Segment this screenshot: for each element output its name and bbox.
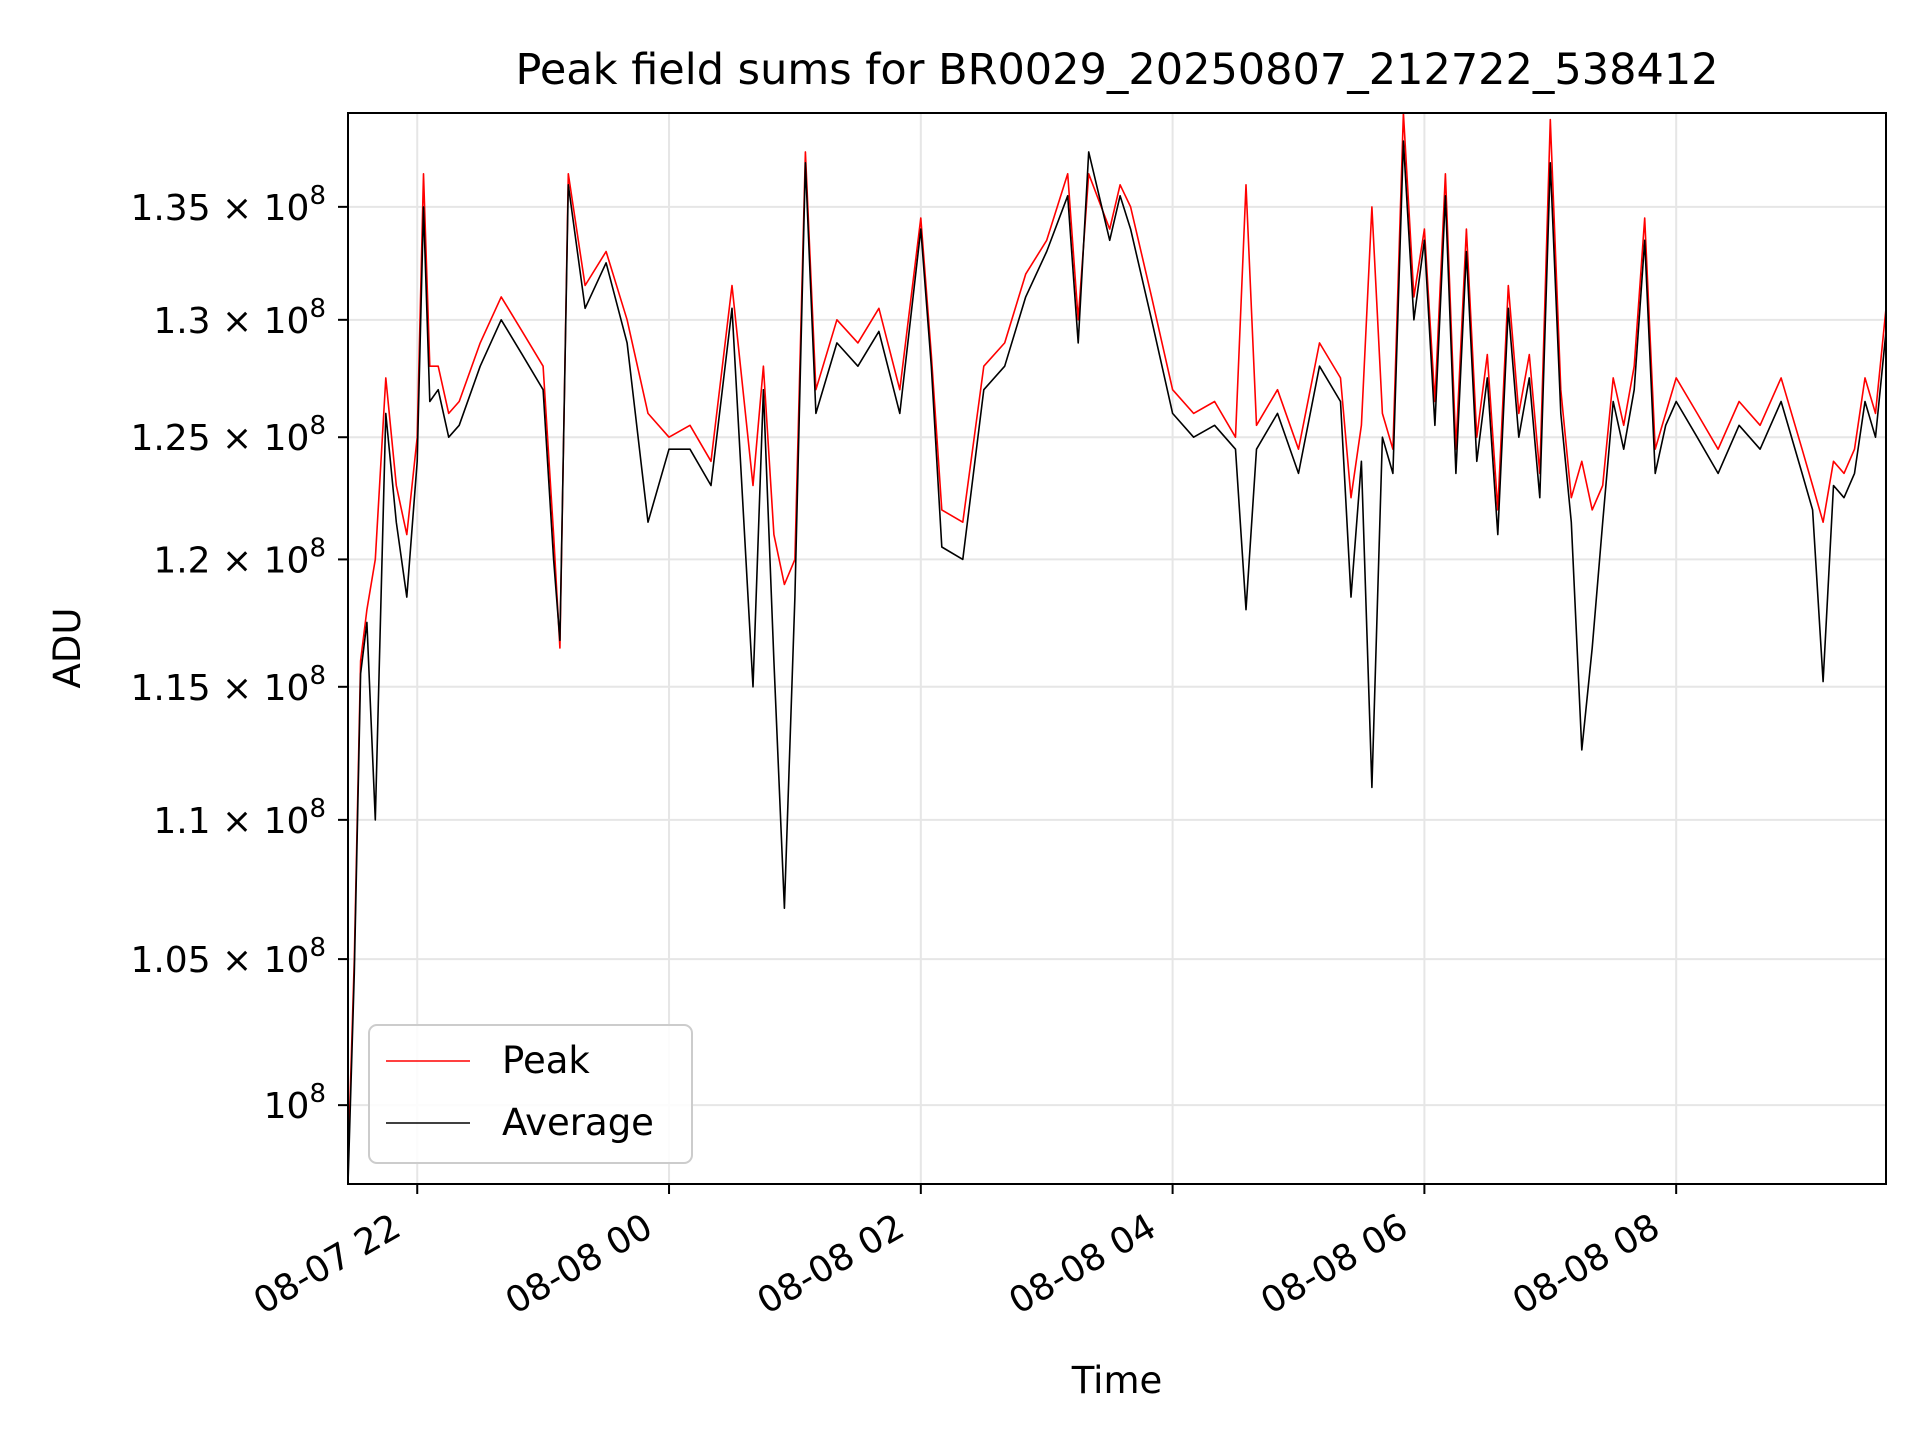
y-tick-label: 1.3 × 108 bbox=[153, 294, 326, 342]
y-axis-label: ADU bbox=[46, 608, 89, 689]
y-tick-label: 1.25 × 108 bbox=[130, 411, 326, 459]
y-tick-label: 1.2 × 108 bbox=[153, 533, 326, 581]
y-axis-ticks: 108 1.05 × 108 1.1 × 108 1.15 × 108 1.2 × 10… bbox=[130, 181, 348, 1127]
y-tick-label: 1.1 × 108 bbox=[153, 794, 326, 842]
plot-frame bbox=[347, 112, 1887, 1185]
legend: Peak Average bbox=[368, 1024, 693, 1164]
legend-label-average: Average bbox=[502, 1101, 654, 1144]
series-line-average bbox=[348, 140, 1886, 1184]
y-tick-label: 1.35 × 108 bbox=[130, 181, 326, 229]
x-axis-label: Time bbox=[1071, 1359, 1163, 1402]
y-tick-label: 1.15 × 108 bbox=[130, 661, 326, 709]
legend-label-peak: Peak bbox=[502, 1039, 590, 1082]
plot-lines bbox=[348, 113, 1886, 1184]
legend-box bbox=[368, 1024, 693, 1164]
y-tick-label: 108 bbox=[264, 1079, 326, 1127]
y-tick-label: 1.05 × 108 bbox=[130, 933, 326, 981]
chart-title: Peak field sums for BR0029_20250807_2127… bbox=[515, 45, 1718, 95]
series-line-peak bbox=[348, 113, 1886, 1166]
